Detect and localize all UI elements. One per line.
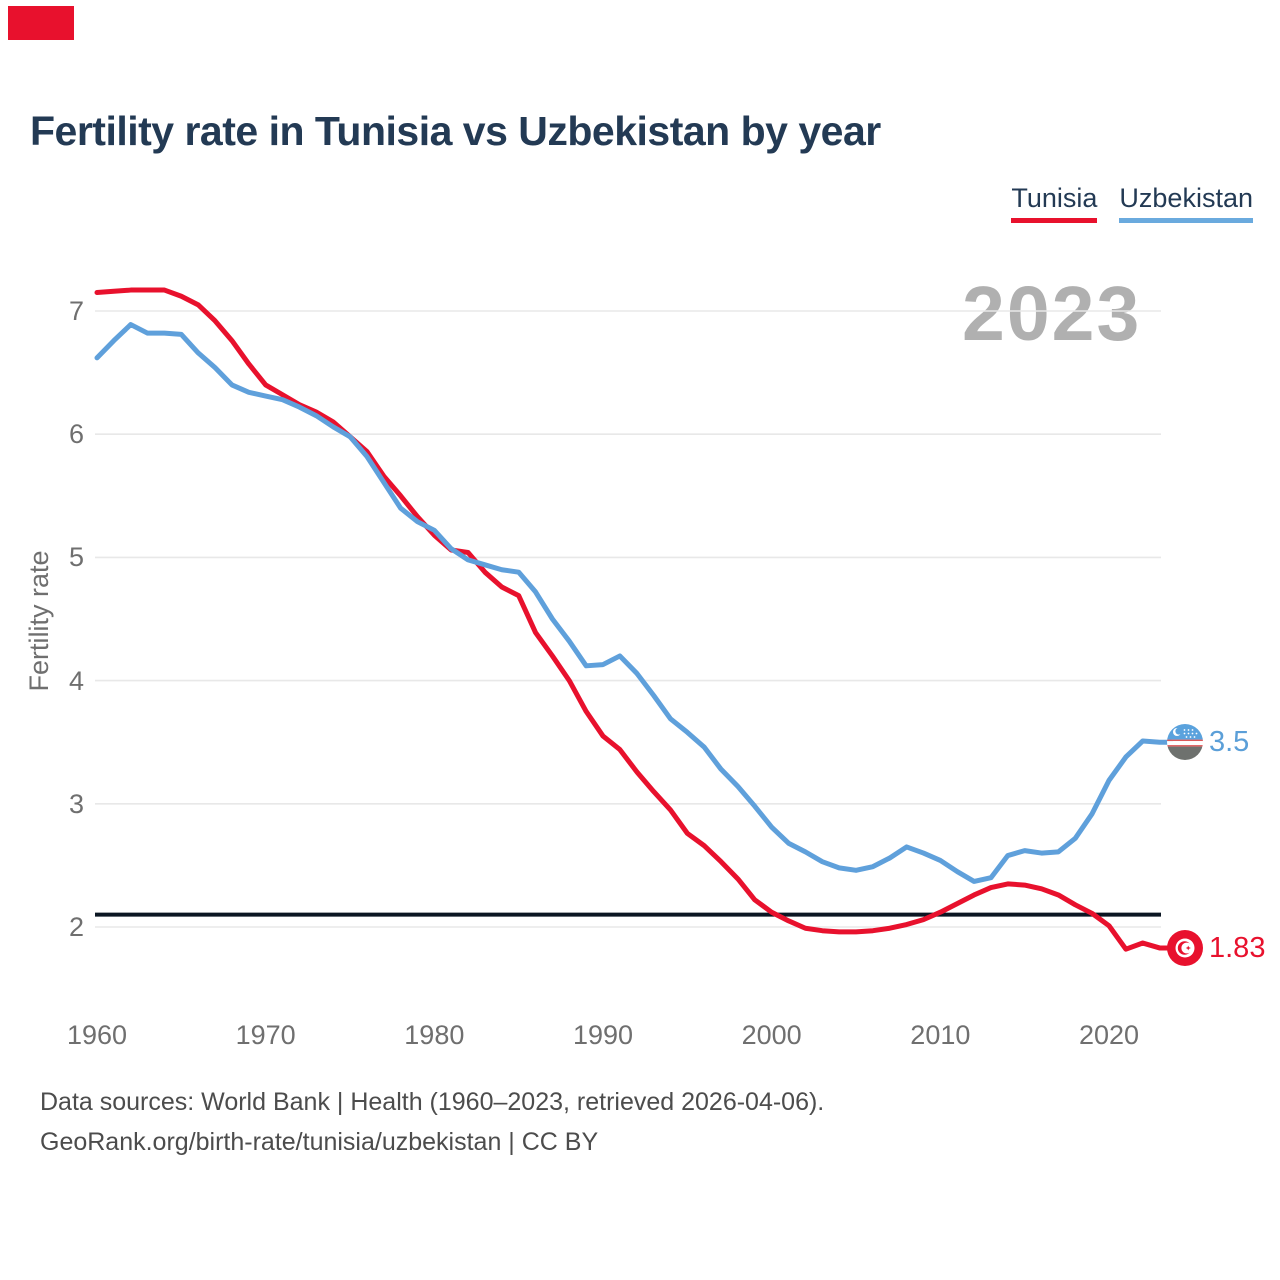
tunisia-flag-icon: [1167, 930, 1203, 966]
y-tick-label-7: 7: [68, 296, 84, 326]
x-tick-label-1980: 1980: [404, 1020, 465, 1050]
x-tick-label-1960: 1960: [66, 1020, 128, 1050]
legend-item-tunisia[interactable]: Tunisia: [1011, 183, 1098, 223]
footer-source-line: Data sources: World Bank | Health (1960–…: [40, 1088, 825, 1116]
page-title: Fertility rate in Tunisia vs Uzbekistan …: [30, 108, 881, 154]
x-tick-label-1990: 1990: [572, 1020, 634, 1050]
tunisia-line[interactable]: [94, 287, 1174, 952]
watermark-year: 2023: [962, 271, 1142, 357]
legend: Tunisia Uzbekistan: [1011, 183, 1253, 223]
uzbekistan-flag-icon: [1167, 724, 1203, 760]
y-tick-label-4: 4: [68, 665, 84, 696]
x-tick-label-2010: 2010: [910, 1020, 971, 1050]
footer-link-line[interactable]: GeoRank.org/birth-rate/tunisia/uzbekista…: [40, 1128, 599, 1156]
uzbekistan-end-value: 3.5: [1209, 726, 1250, 758]
y-tick-label-3: 3: [68, 788, 84, 819]
legend-item-uzbekistan[interactable]: Uzbekistan: [1119, 183, 1253, 223]
y-tick-label-6: 6: [68, 419, 84, 450]
x-tick-label-2000: 2000: [741, 1020, 802, 1050]
corner-marker: [8, 6, 74, 40]
tunisia-end-value: 1.83: [1209, 932, 1266, 964]
footer: Data sources: World Bank | Health (1960–…: [40, 1082, 824, 1162]
x-tick-label-1970: 1970: [235, 1020, 296, 1050]
x-tick-label-2020: 2020: [1078, 1020, 1140, 1050]
y-tick-label-5: 5: [68, 542, 84, 573]
uzbekistan-line[interactable]: [94, 322, 1174, 884]
y-tick-label-2: 2: [68, 912, 84, 942]
